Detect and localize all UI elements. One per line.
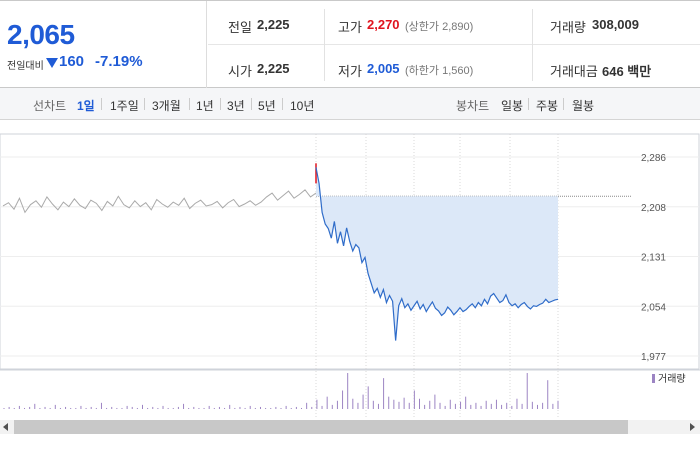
tab-daily-candle[interactable]: 일봉: [501, 99, 524, 113]
line-chart-label: 선차트: [33, 99, 67, 113]
tab-5years[interactable]: 5년: [258, 99, 276, 113]
intraday-chart: 2,286 2,208 2,131 2,054 1,977 거래량: [0, 120, 700, 420]
candle-chart-label: 봉차트: [456, 99, 490, 113]
open-label: 시가: [228, 64, 252, 79]
chart-svg: 2,286 2,208 2,131 2,054 1,977 거래량: [0, 133, 700, 420]
quote-panel: 2,065 전일대비 160 -7.19% 전일 2,225 고가 2,270 …: [0, 0, 700, 88]
scroll-right-icon[interactable]: [690, 423, 695, 431]
plot-frame: [0, 133, 700, 370]
tab-1day[interactable]: 1일: [77, 99, 95, 113]
lower-limit: (하한가 1,560): [405, 65, 474, 77]
tab-weekly-candle[interactable]: 주봉: [536, 99, 559, 113]
low-label: 저가: [338, 64, 362, 79]
prev-close-value: 2,225: [257, 17, 290, 32]
divider: [208, 44, 700, 45]
current-price: 2,065: [7, 19, 75, 50]
upper-limit: (상한가 2,890): [405, 21, 474, 33]
down-arrow-icon: [46, 58, 58, 68]
divider: [563, 98, 564, 110]
change-label: 전일대비: [7, 61, 44, 72]
prev-close-label: 전일: [228, 20, 252, 35]
tab-1year[interactable]: 1년: [196, 99, 214, 113]
volume-legend-label: 거래량: [658, 373, 686, 385]
low-value: 2,005: [367, 61, 400, 76]
high-label: 고가: [338, 20, 362, 35]
divider: [532, 9, 533, 81]
y-tick-label: 2,286: [641, 153, 666, 164]
tab-monthly-candle[interactable]: 월봉: [572, 99, 595, 113]
chart-tabs: 선차트 1일 1주일 3개월 1년 3년 5년 10년 봉차트 일봉 주봉 월봉: [0, 88, 700, 120]
y-tick-label: 2,208: [641, 203, 666, 214]
high-value: 2,270: [367, 17, 400, 32]
price-box: 2,065 전일대비 160 -7.19%: [0, 1, 207, 88]
prev-day-line: [2, 189, 317, 214]
volume-label: 거래량: [550, 20, 586, 35]
divider: [528, 98, 529, 110]
tab-1week[interactable]: 1주일: [110, 99, 139, 113]
decline-area: [316, 167, 558, 341]
bottom-strip: [0, 436, 700, 450]
divider: [220, 98, 221, 110]
divider: [251, 98, 252, 110]
chart-scrollbar[interactable]: [0, 418, 700, 436]
divider: [189, 98, 190, 110]
amount-label: 거래대금: [550, 64, 598, 79]
divider: [282, 98, 283, 110]
y-tick-label: 2,054: [641, 302, 666, 313]
change-rate: -7.19%: [95, 53, 143, 70]
open-value: 2,225: [257, 61, 290, 76]
amount-value: 646 백만: [602, 64, 652, 79]
divider: [144, 98, 145, 110]
tab-3months[interactable]: 3개월: [152, 99, 181, 113]
change-value: 160: [59, 53, 85, 70]
tab-10years[interactable]: 10년: [290, 99, 315, 113]
divider: [101, 98, 102, 110]
scroll-left-icon[interactable]: [3, 423, 8, 431]
divider: [324, 9, 325, 81]
y-tick-label: 2,131: [641, 253, 666, 264]
today-line: [315, 167, 559, 341]
scroll-thumb[interactable]: [14, 420, 628, 434]
volume-value: 308,009: [592, 17, 639, 32]
volume-legend-swatch: [652, 374, 655, 383]
tab-3years[interactable]: 3년: [227, 99, 245, 113]
y-tick-label: 1,977: [641, 352, 666, 363]
